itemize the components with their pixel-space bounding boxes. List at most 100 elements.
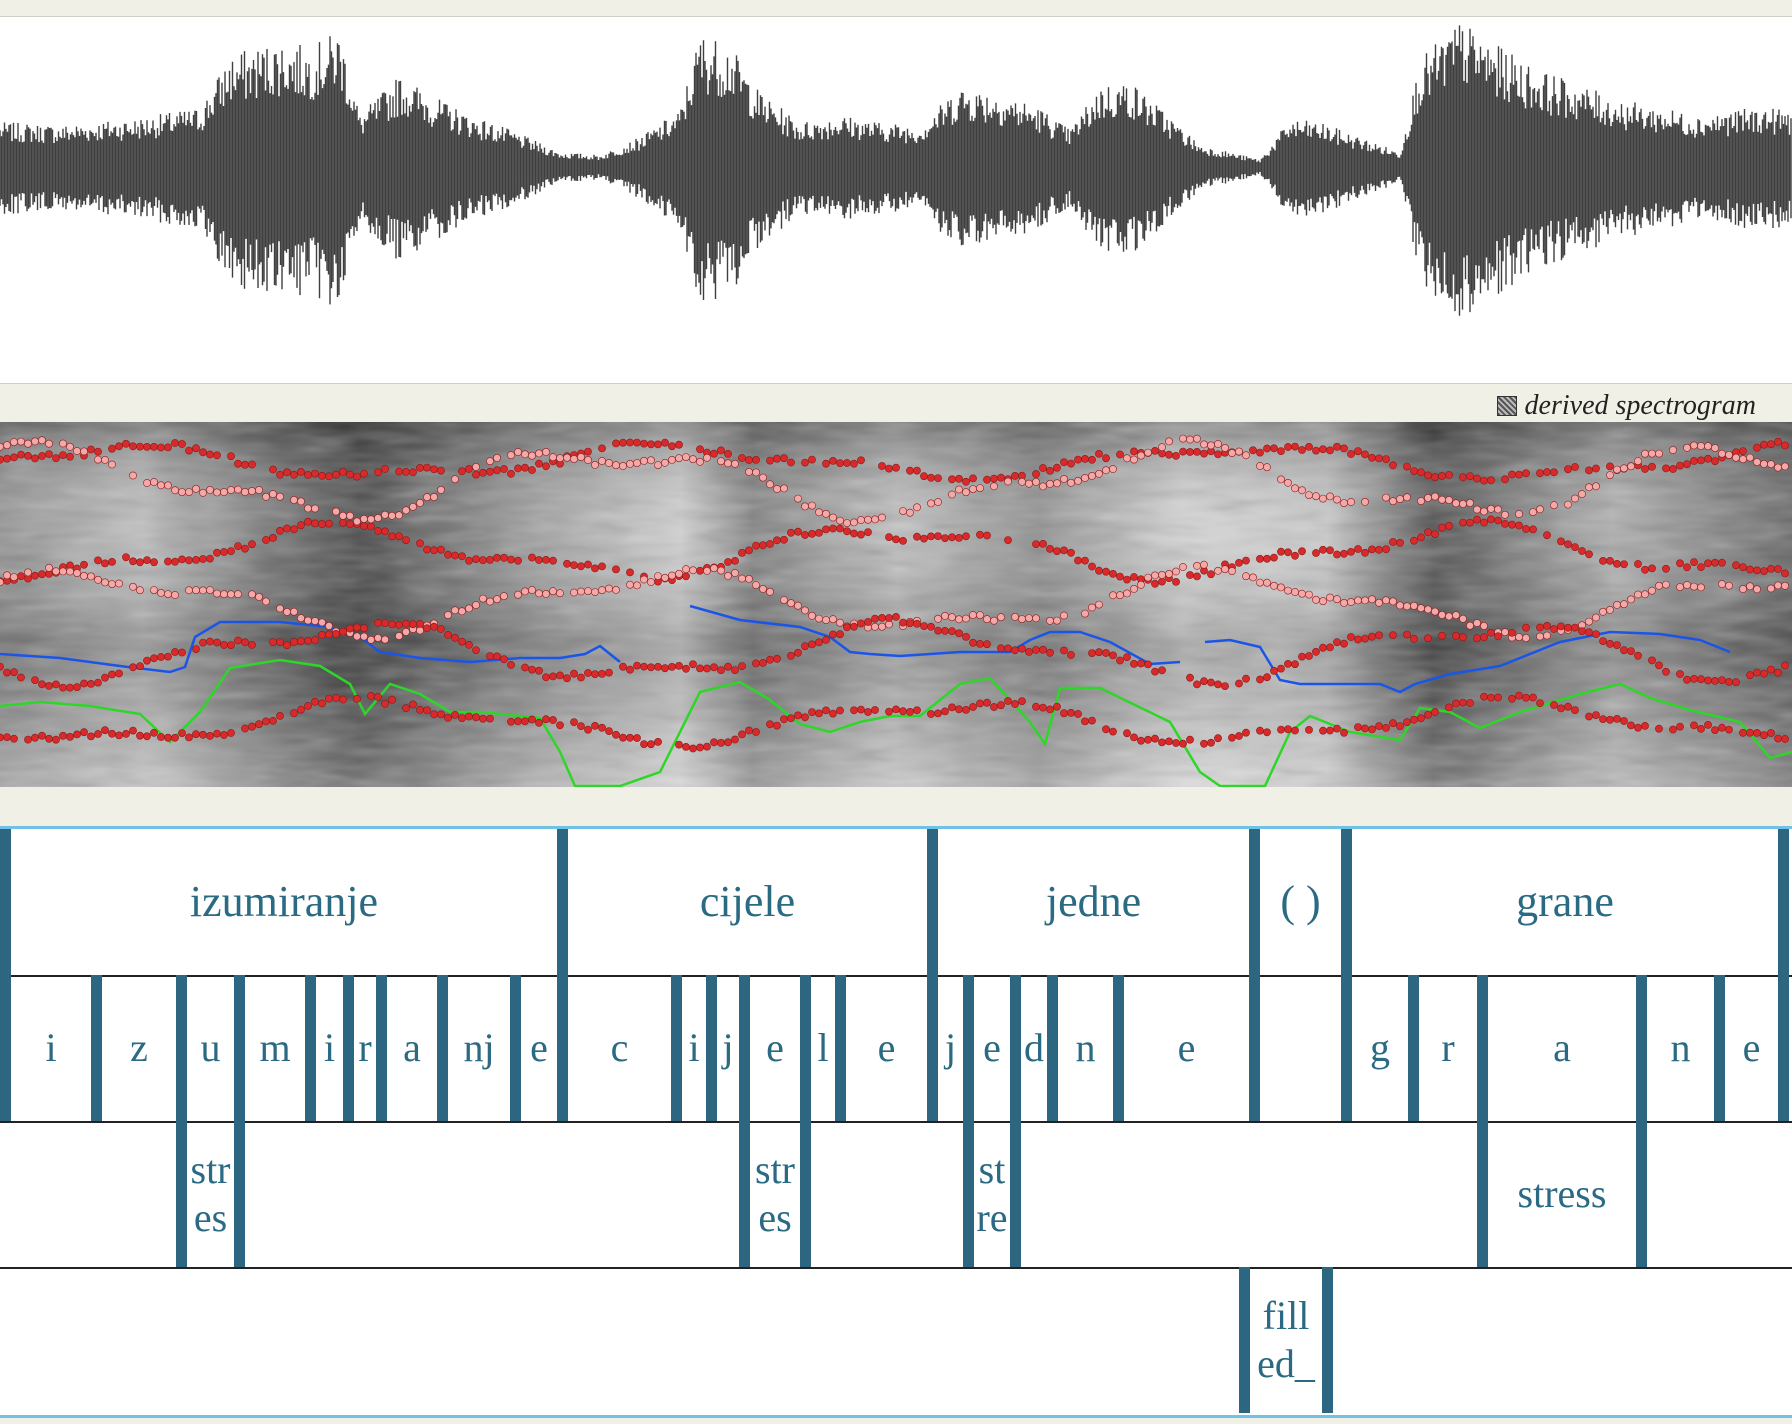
tier-boundary[interactable]	[1113, 975, 1124, 1121]
tier-boundary[interactable]	[305, 975, 316, 1121]
interval-phone[interactable]: r	[1441, 1025, 1455, 1070]
tier-boundary[interactable]	[1341, 829, 1352, 975]
interval-phone[interactable]: e	[983, 1025, 1001, 1070]
tier-boundary[interactable]	[176, 975, 187, 1121]
interval-phone[interactable]: i	[688, 1025, 700, 1070]
interval-phone[interactable]: z	[130, 1025, 148, 1070]
tier-stress[interactable]: stres stres stre stress	[0, 1121, 1792, 1269]
interval-phone[interactable]: a	[403, 1025, 421, 1070]
interval-filled[interactable]: filled_	[1250, 1267, 1322, 1413]
interval-phone[interactable]: n	[1670, 1025, 1691, 1070]
interval-stress[interactable]: stres	[187, 1121, 234, 1267]
formant-point	[1445, 496, 1453, 504]
tier-boundary[interactable]	[1239, 1267, 1250, 1413]
interval-phone[interactable]: n	[1075, 1025, 1096, 1070]
tier-boundary[interactable]	[0, 829, 11, 975]
textgrid-editor[interactable]: izumiranje cijele jedne ( ) grane i z u …	[0, 826, 1792, 1418]
tier-boundary[interactable]	[1408, 975, 1419, 1121]
interval-phone[interactable]: r	[358, 1025, 372, 1070]
tier-boundary[interactable]	[1249, 975, 1260, 1121]
tier-boundary[interactable]	[557, 829, 568, 975]
formant-point	[1263, 554, 1271, 563]
formant-point	[192, 586, 200, 595]
formant-point	[1494, 505, 1502, 514]
tier-boundary[interactable]	[1778, 975, 1789, 1121]
formant-point	[31, 571, 39, 580]
tier-boundary[interactable]	[1477, 975, 1488, 1121]
tier-boundary[interactable]	[0, 975, 11, 1121]
tier-boundary[interactable]	[927, 975, 938, 1121]
interval-phone[interactable]: u	[200, 1025, 221, 1070]
tier-phones[interactable]: i z u m i r a nj e c i j e l e j e d n	[0, 975, 1792, 1123]
formant-point	[1081, 474, 1089, 482]
interval-word[interactable]: cijele	[699, 876, 796, 926]
interval-phone[interactable]: e	[1742, 1025, 1761, 1070]
tier-boundary[interactable]	[739, 975, 750, 1121]
tier-boundary[interactable]	[91, 975, 102, 1121]
tier-boundary[interactable]	[557, 975, 568, 1121]
interval-phone[interactable]: i	[45, 1025, 57, 1070]
tier-boundary[interactable]	[1714, 975, 1725, 1121]
tier-boundary[interactable]	[510, 975, 521, 1121]
interval-phone[interactable]: m	[259, 1025, 291, 1070]
interval-phone[interactable]: e	[766, 1025, 784, 1070]
interval-phone[interactable]: e	[1177, 1025, 1196, 1070]
formant-point	[136, 586, 144, 595]
tier-boundary[interactable]	[1636, 1121, 1647, 1267]
formant-point	[1284, 586, 1292, 595]
tier-boundary[interactable]	[1322, 1267, 1333, 1413]
interval-phone[interactable]: d	[1024, 1025, 1044, 1070]
formant-point	[1158, 570, 1166, 579]
tier-boundary[interactable]	[437, 975, 448, 1121]
formant-point	[619, 462, 627, 470]
tier-boundary[interactable]	[835, 975, 846, 1121]
tier-boundary[interactable]	[1477, 1121, 1488, 1267]
tier-boundary[interactable]	[176, 1121, 187, 1267]
interval-word[interactable]: ( )	[1280, 876, 1321, 926]
tier-boundary[interactable]	[963, 1121, 974, 1267]
tier-boundary[interactable]	[1010, 975, 1021, 1121]
tier-boundary[interactable]	[234, 975, 245, 1121]
interval-phone[interactable]: i	[323, 1025, 336, 1070]
tier-boundary[interactable]	[376, 975, 387, 1121]
tier-boundary[interactable]	[343, 975, 354, 1121]
tier-boundary[interactable]	[671, 975, 682, 1121]
interval-phone[interactable]: e	[530, 1025, 548, 1070]
tier-other[interactable]: filled_	[0, 1267, 1792, 1413]
tier-words[interactable]: izumiranje cijele jedne ( ) grane	[0, 829, 1792, 977]
tier-boundary[interactable]	[800, 1121, 811, 1267]
formant-point	[1676, 559, 1684, 568]
interval-phone[interactable]: l	[817, 1025, 829, 1070]
interval-phone[interactable]: e	[877, 1025, 896, 1070]
tier-boundary[interactable]	[963, 975, 974, 1121]
tier-boundary[interactable]	[1341, 975, 1352, 1121]
interval-word[interactable]: grane	[1516, 876, 1614, 926]
interval-stress[interactable]: stress	[1517, 1171, 1607, 1216]
interval-phone[interactable]: g	[1370, 1025, 1390, 1070]
tier-boundary[interactable]	[800, 975, 811, 1121]
formant-point	[710, 663, 718, 672]
interval-phone[interactable]: nj	[463, 1025, 495, 1070]
formant-point	[73, 569, 81, 577]
tier-boundary[interactable]	[739, 1121, 750, 1267]
interval-word[interactable]: jedne	[1045, 876, 1142, 926]
interval-phone[interactable]: j	[944, 1025, 957, 1070]
interval-stress[interactable]: stres	[750, 1121, 800, 1267]
interval-word[interactable]: izumiranje	[189, 876, 379, 926]
tier-boundary[interactable]	[1249, 829, 1260, 975]
interval-stress[interactable]: stre	[974, 1121, 1010, 1267]
tier-boundary[interactable]	[1010, 1121, 1021, 1267]
tier-boundary[interactable]	[1047, 975, 1058, 1121]
waveform-panel[interactable]	[0, 16, 1792, 384]
interval-phone[interactable]: j	[722, 1025, 734, 1070]
spectrogram-panel[interactable]	[0, 422, 1792, 787]
tier-boundary[interactable]	[927, 829, 938, 975]
interval-phone[interactable]	[1260, 975, 1341, 1121]
tier-boundary[interactable]	[1778, 829, 1789, 975]
tier-boundary[interactable]	[706, 975, 717, 1121]
tier-boundary[interactable]	[234, 1121, 245, 1267]
interval-phone[interactable]: a	[1553, 1025, 1571, 1070]
tier-boundary[interactable]	[1636, 975, 1647, 1121]
interval-phone[interactable]: c	[610, 1025, 629, 1070]
formant-point	[1676, 722, 1684, 731]
